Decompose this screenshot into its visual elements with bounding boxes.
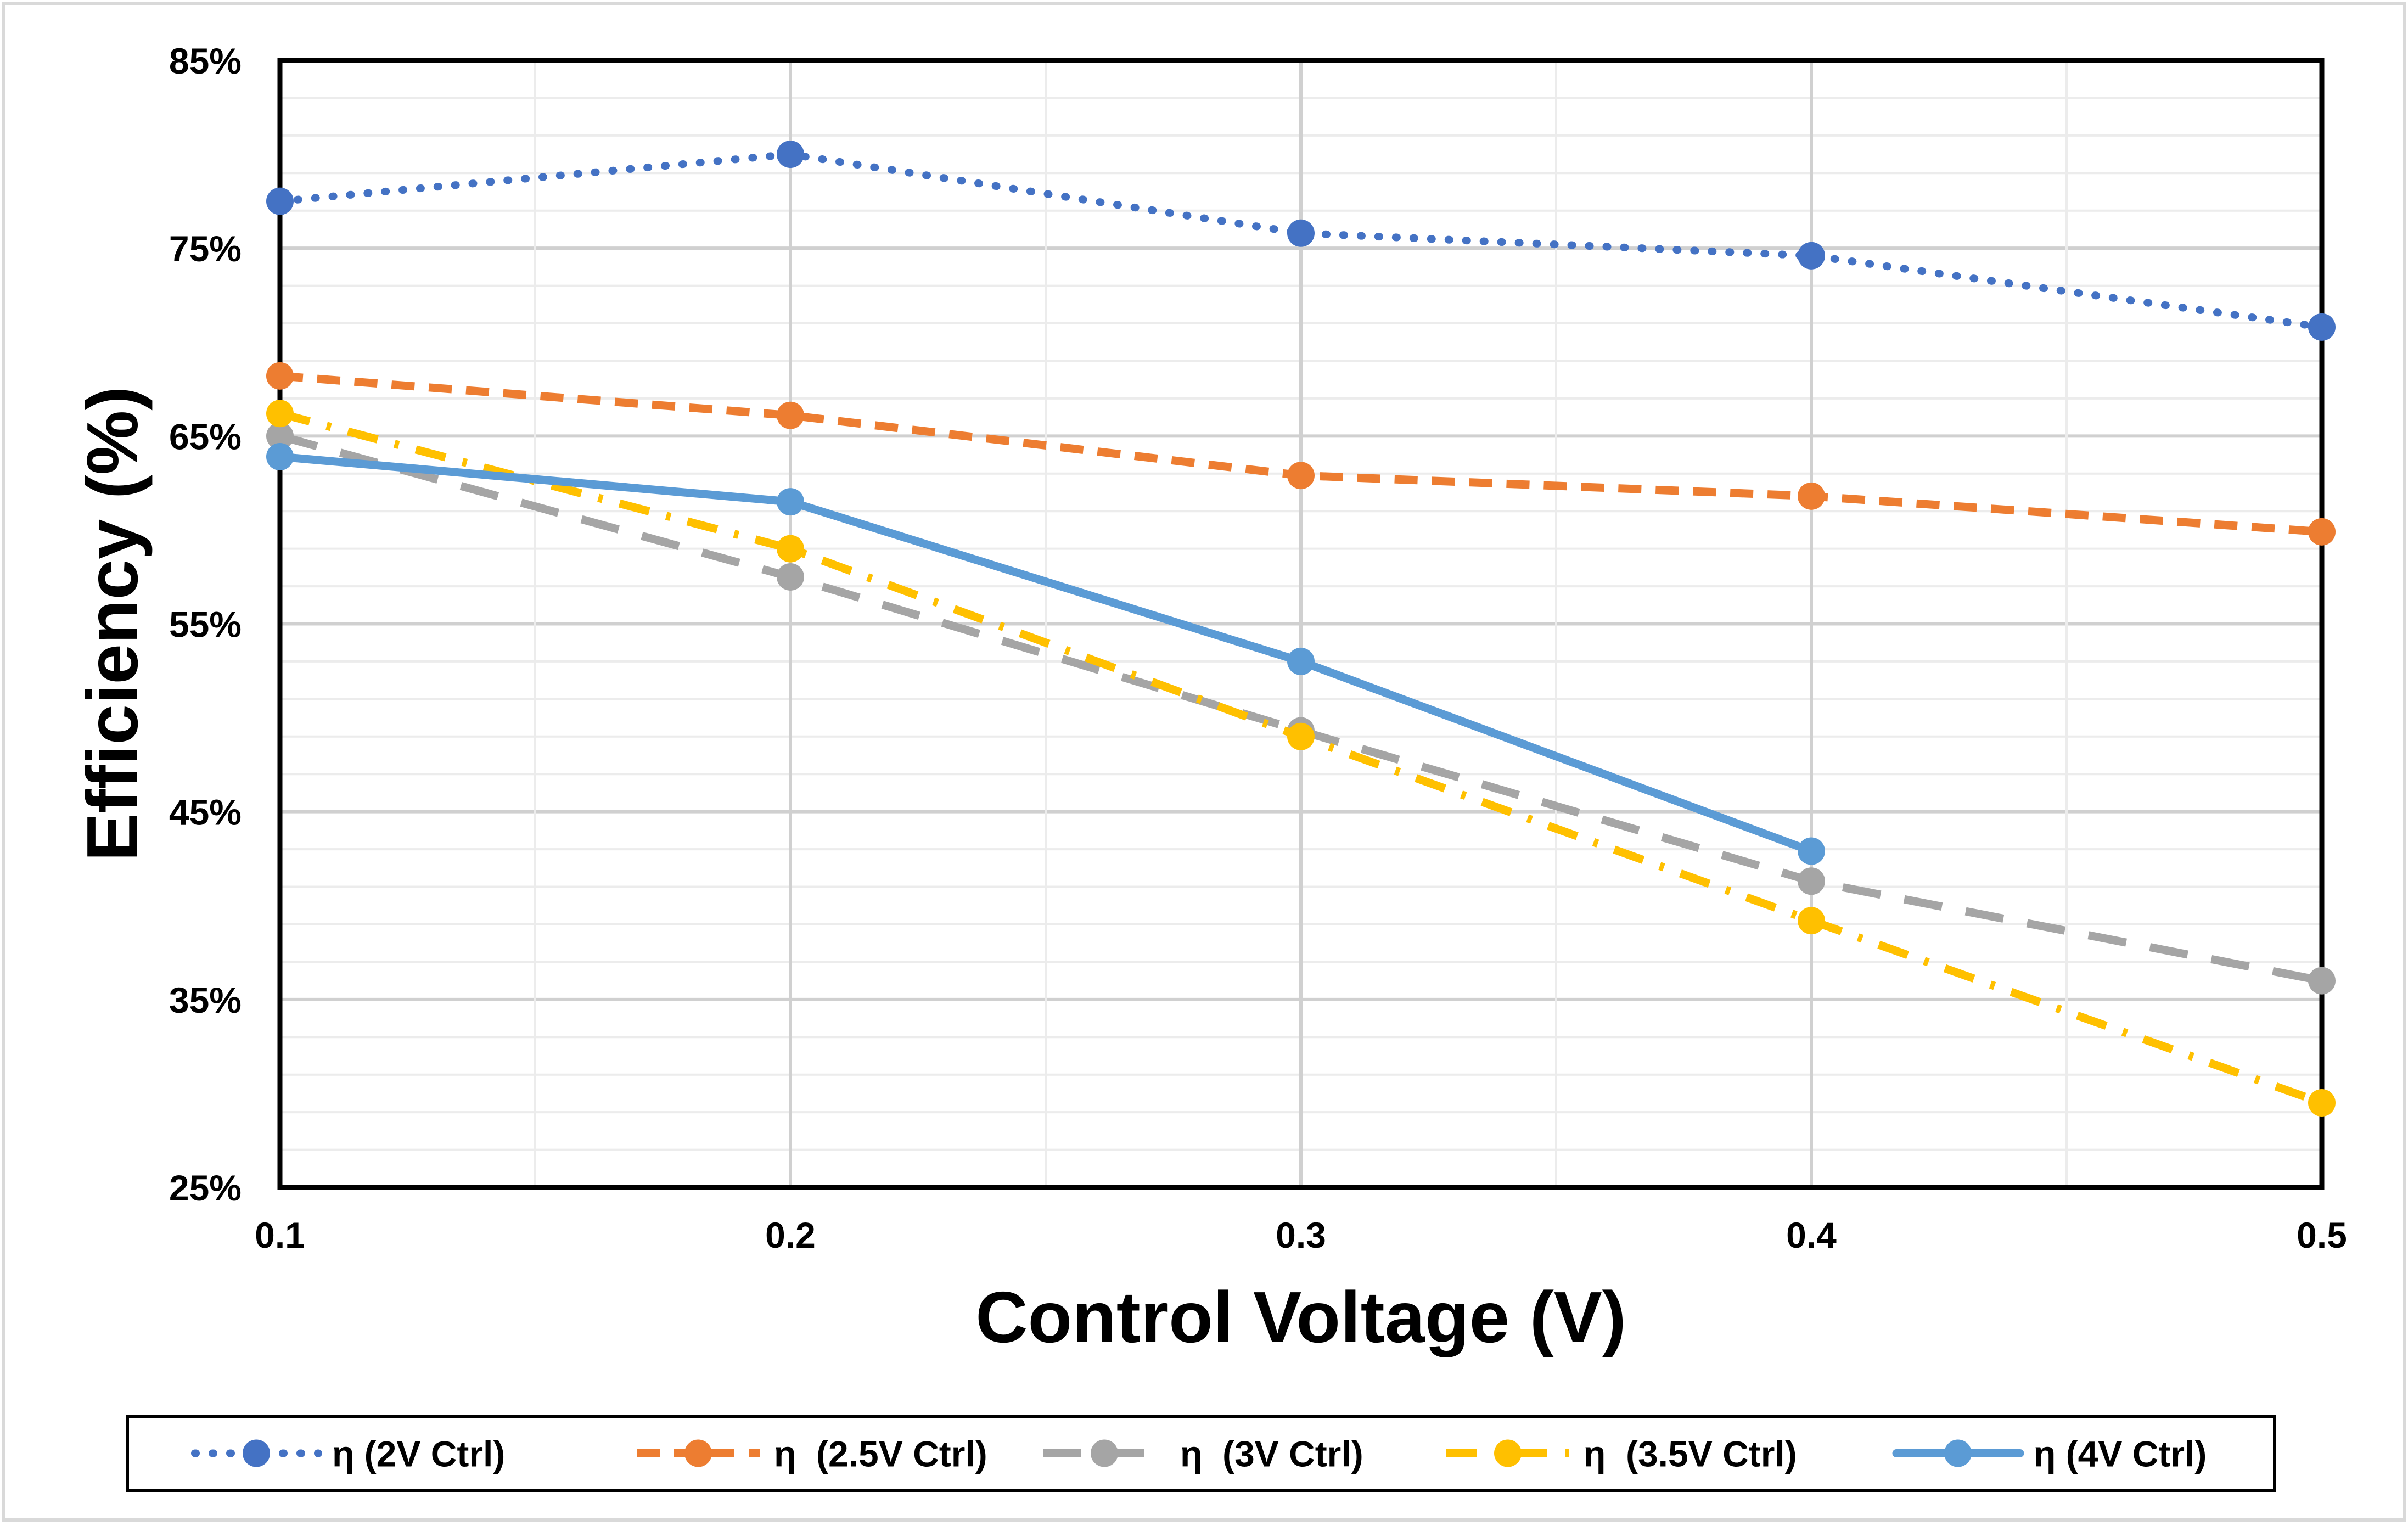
series-line: [279, 432, 2323, 985]
data-point: [777, 563, 804, 591]
data-point: [1798, 907, 1825, 935]
x-tick-label: 0.5: [2297, 1215, 2347, 1255]
y-tick-label: 75%: [169, 228, 242, 269]
data-point: [1798, 242, 1825, 270]
y-tick-label: 85%: [169, 41, 242, 81]
data-point: [777, 141, 804, 169]
series-group: [266, 400, 2336, 1117]
series-group: [266, 422, 2336, 995]
legend-label: η (3V Ctrl): [1180, 1434, 1363, 1474]
legend-swatch-marker: [243, 1439, 270, 1467]
data-point: [266, 422, 294, 450]
data-point: [777, 488, 804, 516]
y-tick-label: 65%: [169, 416, 242, 457]
legend-item: η (3.5V Ctrl): [1446, 1434, 1797, 1474]
data-point: [1287, 647, 1315, 675]
legend-item: η (2V Ctrl): [191, 1434, 505, 1474]
data-point: [777, 535, 804, 563]
legend-swatch-marker: [1091, 1439, 1118, 1467]
x-tick-label: 0.2: [765, 1215, 816, 1255]
data-point: [1798, 482, 1825, 510]
series-line: [276, 452, 1816, 856]
data-point: [777, 401, 804, 429]
y-tick-label: 45%: [169, 792, 242, 833]
legend-label: η (4V Ctrl): [2034, 1434, 2207, 1474]
series-group: [266, 442, 1825, 865]
data-point: [2308, 1089, 2336, 1117]
data-point: [1798, 867, 1825, 895]
series-group: [266, 362, 2336, 546]
legend-label: η (3.5V Ctrl): [1584, 1434, 1797, 1474]
legend-item: η (3V Ctrl): [1043, 1434, 1363, 1474]
legend-swatch-marker: [1494, 1439, 1522, 1467]
legend-label: η (2V Ctrl): [332, 1434, 505, 1474]
data-point: [1798, 837, 1825, 865]
data-point: [266, 362, 294, 390]
data-point: [266, 442, 294, 470]
y-axis-label: Efficiency (%): [72, 386, 153, 862]
y-tick-label: 35%: [169, 980, 242, 1020]
data-point: [1287, 219, 1315, 247]
data-point: [1287, 462, 1315, 490]
legend-swatch-marker: [684, 1439, 712, 1467]
y-tick-label: 55%: [169, 604, 242, 645]
y-tick-label: 25%: [169, 1168, 242, 1208]
x-axis-label: Control Voltage (V): [975, 1277, 1626, 1357]
data-point: [2308, 313, 2336, 341]
legend-label: η (2.5V Ctrl): [774, 1434, 987, 1474]
x-tick-label: 0.4: [1786, 1215, 1837, 1255]
data-point: [266, 187, 294, 215]
plot-area-frame: [277, 58, 2325, 1190]
legend-item: η (2.5V Ctrl): [637, 1434, 987, 1474]
x-tick-label: 0.3: [1276, 1215, 1326, 1255]
legend-swatch-marker: [1944, 1439, 1972, 1467]
data-point: [2308, 967, 2336, 995]
data-point: [2308, 518, 2336, 546]
series-lines: [266, 141, 2336, 1117]
data-point: [266, 400, 294, 428]
tick-labels: 25% 35% 45% 55% 65% 75% 85% 0.1 0.2 0.3 0.4 0.5: [169, 41, 2347, 1255]
legend-item: η (4V Ctrl): [1892, 1434, 2207, 1474]
legend: η (2V Ctrl) η (2.5V Ctrl) η (3V Ctrl) η (3.…: [126, 1415, 2276, 1492]
x-tick-label: 0.1: [255, 1215, 305, 1255]
data-point: [1287, 722, 1315, 750]
series-group: [266, 141, 2336, 341]
